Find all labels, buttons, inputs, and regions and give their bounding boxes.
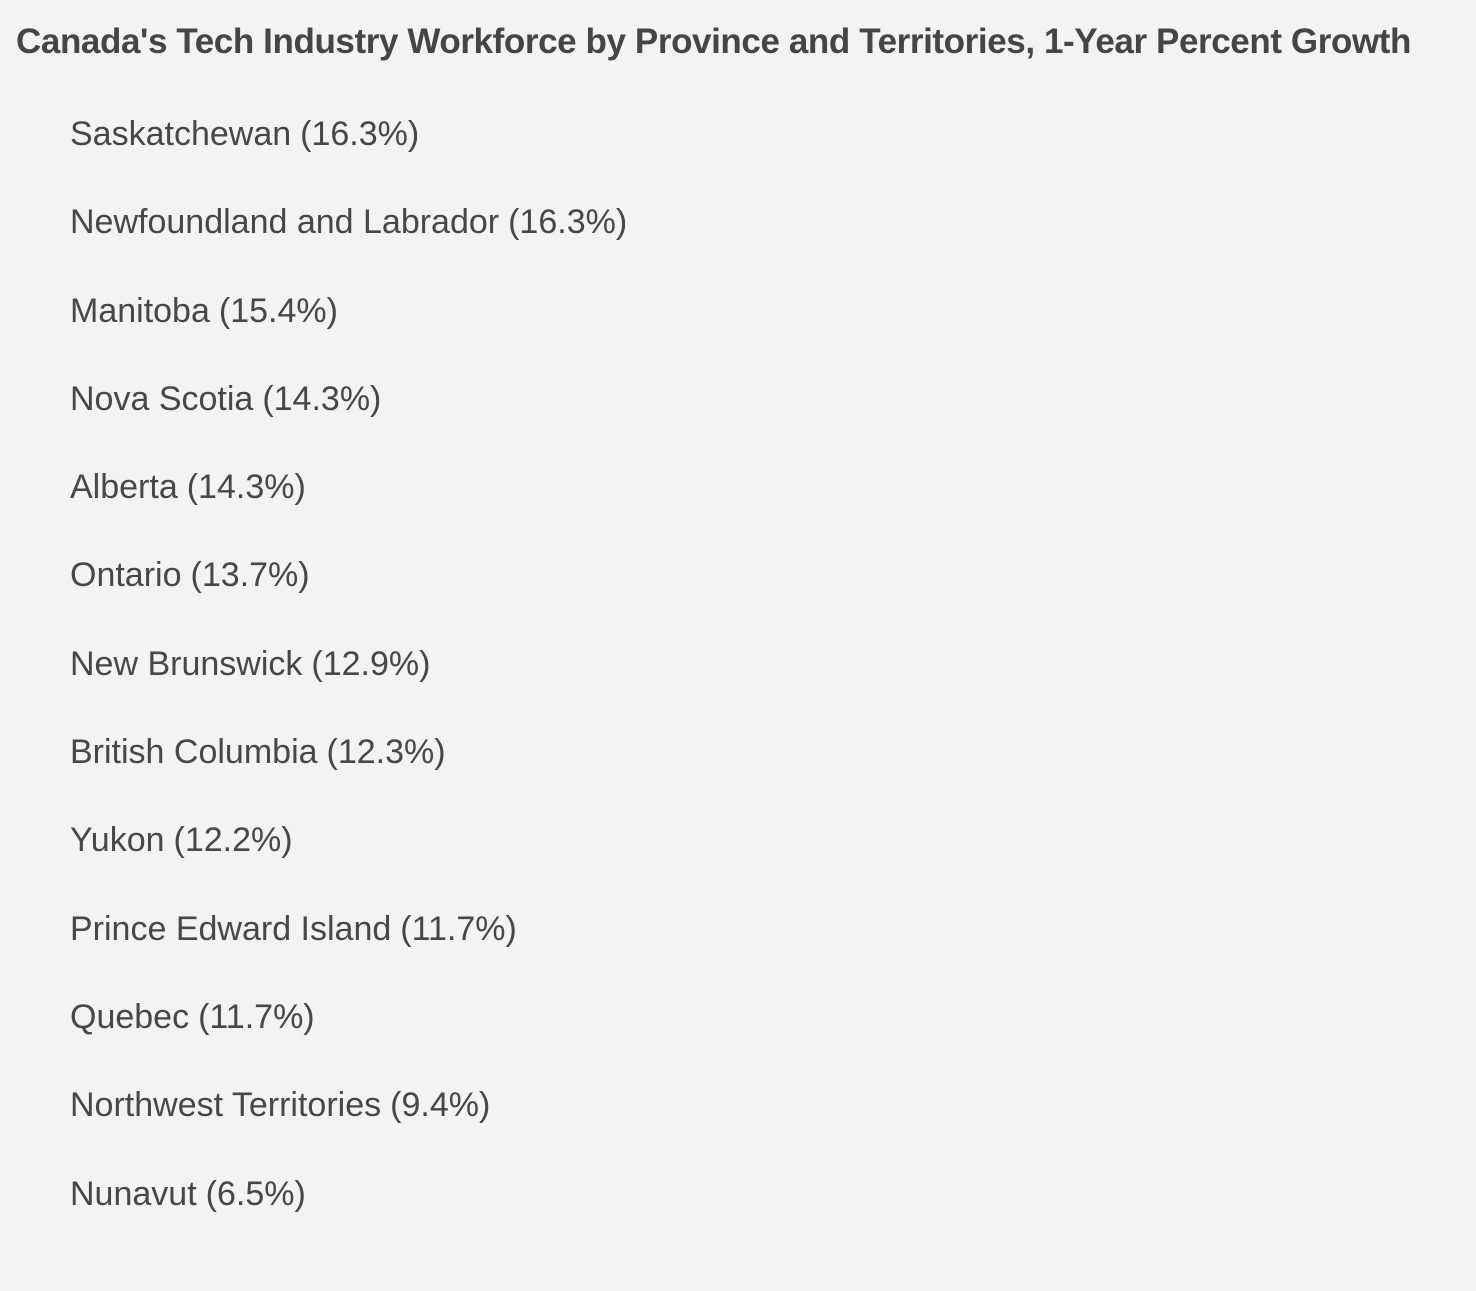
growth-value: (16.3%) [300, 115, 420, 153]
page-title: Canada's Tech Industry Workforce by Prov… [16, 22, 1411, 61]
list-item: Manitoba (15.4%) [70, 286, 627, 374]
region-name: Saskatchewan [70, 115, 292, 153]
growth-value: (11.7%) [400, 909, 517, 948]
growth-value: (9.4%) [390, 1086, 491, 1125]
growth-value: (6.5%) [205, 1174, 306, 1213]
list-item: British Columbia (12.3%) [70, 727, 627, 815]
list-item: Saskatchewan (16.3%) [70, 109, 627, 197]
list-item: Nova Scotia (14.3%) [70, 374, 627, 462]
region-name: Manitoba [70, 291, 210, 330]
list-item: Nunavut (6.5%) [70, 1169, 627, 1257]
region-name: Newfoundland and Labrador [70, 203, 500, 242]
growth-value: (13.7%) [190, 556, 310, 595]
growth-value: (12.3%) [326, 733, 446, 772]
region-name: Yukon [70, 821, 165, 860]
list-item: Newfoundland and Labrador (16.3%) [70, 197, 627, 285]
region-name: British Columbia [70, 733, 318, 772]
growth-value: (12.2%) [173, 821, 293, 860]
region-name: Ontario [70, 556, 182, 595]
list-item: Yukon (12.2%) [70, 815, 627, 903]
region-name: Nova Scotia [70, 379, 254, 418]
growth-value: (14.3%) [186, 468, 306, 507]
list-item: Quebec (11.7%) [70, 992, 627, 1080]
region-name: Prince Edward Island [70, 909, 392, 948]
list-item: Ontario (13.7%) [70, 550, 627, 638]
growth-value: (16.3%) [508, 203, 628, 242]
list-item: Northwest Territories (9.4%) [70, 1080, 627, 1168]
growth-value: (15.4%) [218, 291, 338, 330]
region-name: Quebec [70, 997, 190, 1036]
region-name: Alberta [70, 468, 178, 507]
list-item: New Brunswick (12.9%) [70, 639, 627, 727]
region-growth-list: Saskatchewan (16.3%) Newfoundland and Lab… [70, 109, 627, 1257]
growth-value: (11.7%) [198, 997, 315, 1036]
region-name: New Brunswick [70, 644, 303, 683]
growth-value: (12.9%) [311, 644, 431, 683]
list-item: Prince Edward Island (11.7%) [70, 904, 627, 992]
list-item: Alberta (14.3%) [70, 462, 627, 550]
region-name: Nunavut [70, 1174, 197, 1213]
growth-value: (14.3%) [262, 379, 382, 418]
region-name: Northwest Territories [70, 1086, 382, 1125]
